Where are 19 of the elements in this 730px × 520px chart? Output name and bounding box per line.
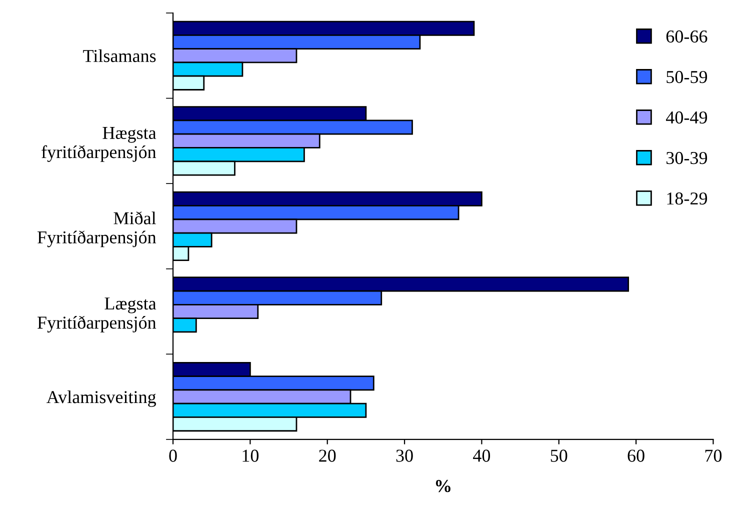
y-tick-label: Hægsta fyritíðarpensjón <box>42 127 156 162</box>
y-tick-label: Miðal Fyritíðarpensjón <box>38 211 156 248</box>
x-tick-label: 10 <box>242 450 259 462</box>
legend-label: 40-49 <box>666 111 708 124</box>
legend-label: 30-39 <box>666 152 708 164</box>
legend-label: 18-29 <box>667 192 708 205</box>
x-tick-label: 40 <box>473 450 490 462</box>
x-axis-title: % <box>436 480 450 492</box>
y-tick-label: Avlamisveiting <box>46 390 156 407</box>
y-tick-label: Tilsamans <box>83 49 156 62</box>
x-tick-label: 50 <box>550 450 568 462</box>
x-tick-label: 70 <box>705 450 722 462</box>
legend-label: 50-59 <box>666 70 708 84</box>
y-tick-label: Lægsta Fyritíðarpensjón <box>38 298 156 332</box>
x-tick-label: 30 <box>396 450 413 462</box>
x-tick-label: 60 <box>628 450 644 462</box>
legend-label: 60-66 <box>666 30 708 43</box>
x-tick-label: 0 <box>169 450 177 462</box>
x-tick-label: 20 <box>319 450 336 462</box>
